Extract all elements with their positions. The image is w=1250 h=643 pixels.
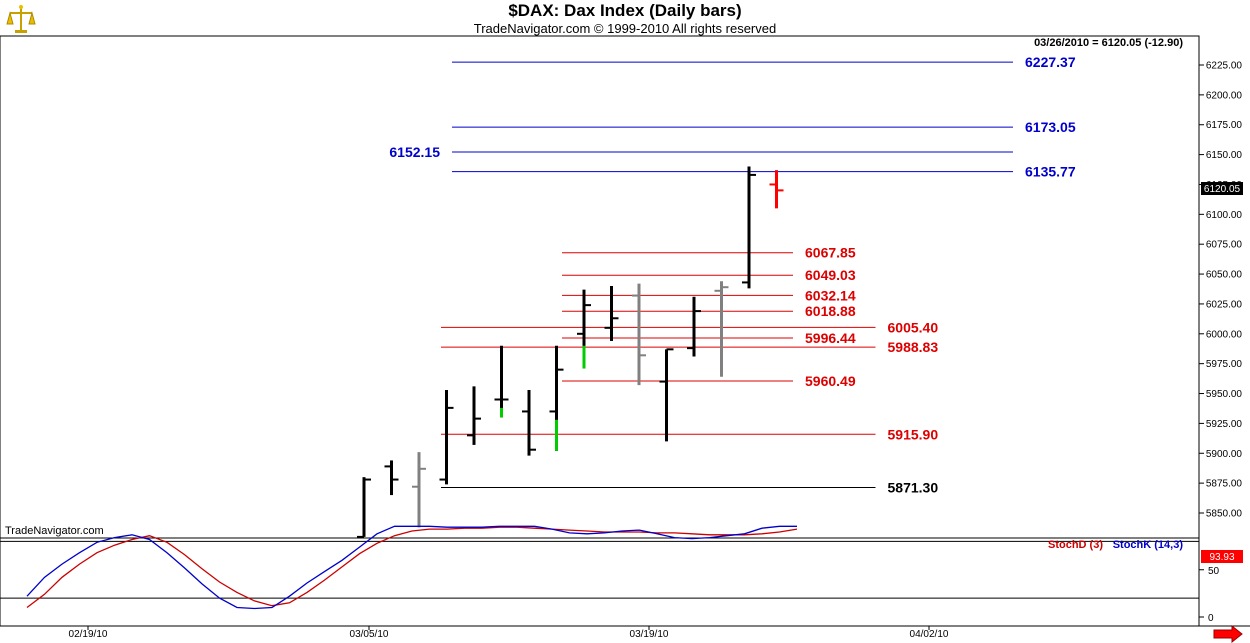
x-tick-label: 03/19/10 <box>630 629 669 640</box>
stoch-value-label: 93.93 <box>1209 552 1234 563</box>
y-tick-label: 5900.00 <box>1206 449 1243 460</box>
y-tick-label: 6075.00 <box>1206 240 1243 251</box>
y-tick-label: 5975.00 <box>1206 359 1243 370</box>
date-axis: 02/19/10 03/05/10 03/19/10 04/02/10 <box>69 626 949 640</box>
y-tick-label: 6200.00 <box>1206 90 1243 101</box>
stoch-tick-label: 0 <box>1208 613 1214 624</box>
price-axis: 6225.006200.006175.006150.006125.006100.… <box>1199 61 1242 520</box>
level-label: 6049.03 <box>805 267 856 283</box>
stoch-tick-label: 50 <box>1208 566 1220 577</box>
y-tick-label: 5875.00 <box>1206 479 1243 490</box>
ohlc-bar <box>769 170 784 209</box>
chart-subtitle: TradeNavigator.com © 1999-2010 All right… <box>473 21 777 36</box>
stoch-series-line <box>26 526 798 609</box>
y-tick-label: 6175.00 <box>1206 120 1243 131</box>
y-tick-label: 6100.00 <box>1206 210 1243 221</box>
ohlc-bar <box>439 389 454 485</box>
level-label: 6067.85 <box>805 245 856 261</box>
ohlc-bar <box>384 460 399 496</box>
level-lines: 6227.37 6173.05 6152.15 6135.77 6067.85 6049.… <box>389 54 1075 495</box>
y-tick-label: 5950.00 <box>1206 389 1243 400</box>
level-label: 5871.30 <box>888 480 939 496</box>
y-tick-label: 5925.00 <box>1206 419 1243 430</box>
level-label: 5915.90 <box>888 426 939 442</box>
level-label: 6173.05 <box>1025 119 1076 135</box>
y-tick-label: 6025.00 <box>1206 299 1243 310</box>
last-price-label: 6120.05 <box>1204 184 1241 195</box>
ohlc-bar <box>659 348 674 442</box>
price-bars <box>357 166 784 538</box>
level-label: 6032.14 <box>805 287 856 303</box>
ohlc-bar <box>687 296 701 357</box>
ohlc-bar <box>632 283 646 386</box>
stoch-value-marker: 93.93 <box>1201 550 1243 563</box>
watermark-text: TradeNavigator.com <box>5 525 104 537</box>
scroll-right-arrow-icon[interactable] <box>1213 624 1243 643</box>
chart-title: $DAX: Dax Index (Daily bars) <box>508 1 742 20</box>
ohlc-bar <box>357 477 371 538</box>
level-label: 6135.77 <box>1025 164 1076 180</box>
y-tick-label: 6225.00 <box>1206 61 1243 72</box>
ohlc-bar <box>604 286 619 341</box>
stoch-series-line <box>26 525 797 610</box>
x-tick-label: 02/19/10 <box>69 629 108 640</box>
level-label: 6152.15 <box>389 144 440 160</box>
level-label: 5960.49 <box>805 373 856 389</box>
ohlc-bar <box>494 345 509 418</box>
ohlc-bar <box>412 452 426 528</box>
y-tick-label: 6150.00 <box>1206 150 1243 161</box>
x-tick-label: 03/05/10 <box>350 629 389 640</box>
last-quote-text: 03/26/2010 = 6120.05 (-12.90) <box>1034 37 1183 49</box>
stochastic-lines: 0 50 <box>0 525 1220 624</box>
level-label: 6018.88 <box>805 303 856 319</box>
ohlc-bar <box>467 386 481 445</box>
y-tick-label: 5850.00 <box>1206 509 1243 520</box>
level-label: 6227.37 <box>1025 54 1076 70</box>
level-label: 5988.83 <box>888 339 939 355</box>
y-tick-label: 6000.00 <box>1206 329 1243 340</box>
last-price-marker: 6120.05 <box>1201 182 1243 195</box>
price-pane <box>0 35 1200 539</box>
ohlc-bar <box>577 289 591 369</box>
stochk-legend: StochK (14,3) <box>1113 539 1184 551</box>
x-tick-label: 04/02/10 <box>910 629 949 640</box>
level-label: 6005.40 <box>888 319 939 335</box>
ohlc-bar <box>742 166 756 289</box>
level-label: 5996.44 <box>805 330 856 346</box>
ohlc-bar <box>714 281 729 377</box>
ohlc-bar <box>549 345 564 451</box>
ohlc-bar <box>522 389 536 456</box>
scales-icon <box>6 4 36 34</box>
y-tick-label: 6050.00 <box>1206 270 1243 281</box>
stochd-legend: StochD (3) <box>1048 539 1103 551</box>
